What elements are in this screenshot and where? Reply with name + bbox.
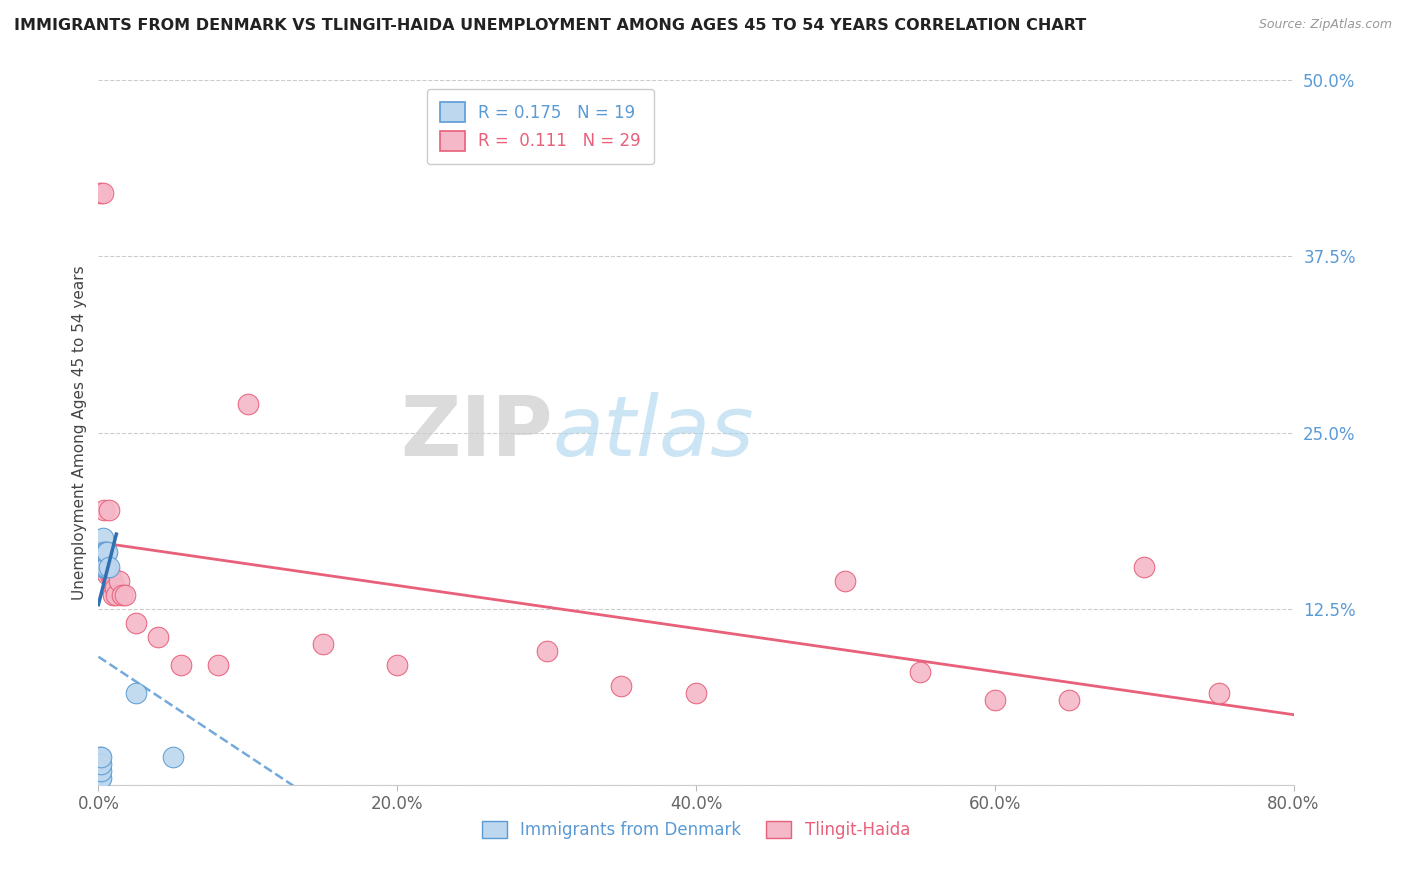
Point [91, 186, 114, 200]
Point [96, 566, 118, 581]
Point [984, 693, 1007, 707]
Point [89, 186, 111, 200]
Point [111, 588, 134, 602]
Point [89, 771, 111, 785]
Point [93, 503, 115, 517]
Point [94, 545, 117, 559]
Point [169, 658, 191, 673]
Point [162, 749, 184, 764]
Point [685, 686, 707, 700]
Text: Source: ZipAtlas.com: Source: ZipAtlas.com [1258, 18, 1392, 31]
Point [90, 764, 112, 778]
Point [1133, 559, 1156, 574]
Text: ZIP: ZIP [401, 392, 553, 473]
Point [93, 559, 115, 574]
Point [91, 559, 114, 574]
Point [90, 749, 112, 764]
Point [96, 545, 118, 559]
Point [93, 545, 115, 559]
Legend: Immigrants from Denmark, Tlingit-Haida: Immigrants from Denmark, Tlingit-Haida [474, 813, 918, 847]
Point [536, 644, 558, 658]
Point [236, 397, 259, 411]
Point [105, 588, 128, 602]
Text: atlas: atlas [553, 392, 754, 473]
Point [89, 756, 111, 771]
Point [89, 764, 111, 778]
Point [114, 588, 136, 602]
Point [103, 588, 125, 602]
Point [97, 559, 120, 574]
Point [908, 665, 931, 680]
Point [125, 615, 148, 630]
Point [94, 559, 117, 574]
Y-axis label: Unemployment Among Ages 45 to 54 years: Unemployment Among Ages 45 to 54 years [72, 265, 87, 600]
Point [311, 637, 333, 651]
Point [148, 630, 170, 644]
Point [834, 574, 856, 588]
Point [610, 679, 633, 693]
Point [207, 658, 229, 673]
Point [89, 749, 111, 764]
Point [91, 532, 114, 546]
Point [97, 503, 120, 517]
Point [385, 658, 409, 673]
Point [108, 574, 131, 588]
Point [1208, 686, 1230, 700]
Point [90, 771, 112, 785]
Point [101, 574, 124, 588]
Point [1059, 693, 1081, 707]
Point [91, 545, 114, 559]
Point [104, 581, 127, 595]
Point [125, 686, 148, 700]
Point [90, 756, 112, 771]
Text: IMMIGRANTS FROM DENMARK VS TLINGIT-HAIDA UNEMPLOYMENT AMONG AGES 45 TO 54 YEARS : IMMIGRANTS FROM DENMARK VS TLINGIT-HAIDA… [14, 18, 1087, 33]
Point [98, 566, 122, 581]
